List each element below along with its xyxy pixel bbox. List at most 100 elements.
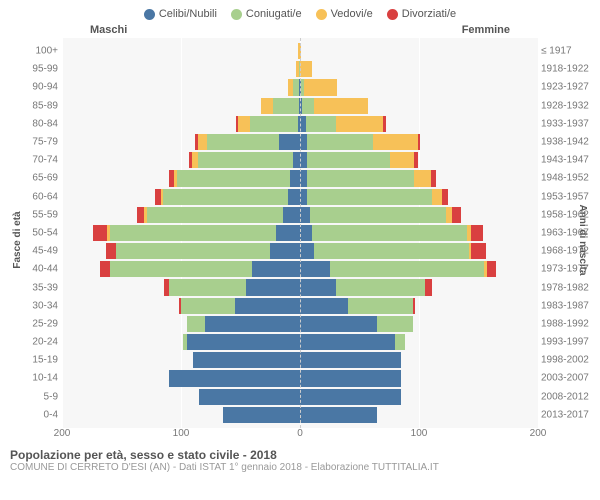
birth-year-label: 1948-1952 [541,173,593,184]
bar-segment [300,170,307,186]
bar-segment [300,189,307,205]
bar-segment [383,116,385,132]
female-bar [300,151,538,169]
bar-segment [187,316,205,332]
age-label: 35-39 [14,282,58,293]
bar-segment [302,98,314,114]
male-bar [62,78,300,96]
male-bar [62,188,300,206]
legend: Celibi/NubiliConiugati/eVedovi/eDivorzia… [10,8,590,20]
male-bar [62,115,300,133]
female-bar [300,169,538,187]
bar-segment [300,389,401,405]
bar-segment [300,370,401,386]
male-bar [62,169,300,187]
chart-subtitle: COMUNE DI CERRETO D'ESI (AN) - Dati ISTA… [10,462,580,473]
male-bar [62,406,300,424]
birth-year-label: 1933-1937 [541,118,593,129]
age-label: 55-59 [14,209,58,220]
female-bar [300,133,538,151]
male-bar [62,97,300,115]
female-bar [300,206,538,224]
bar-segment [169,370,300,386]
plot-area: 100+≤ 191795-991918-192290-941923-192785… [62,38,538,428]
male-bar [62,315,300,333]
bar-segment [300,352,401,368]
age-label: 30-34 [14,300,58,311]
male-bar [62,42,300,60]
female-bar [300,369,538,387]
bar-segment [199,389,300,405]
bar-segment [246,279,300,295]
bar-segment [288,189,300,205]
birth-year-label: 1938-1942 [541,137,593,148]
bar-segment [177,170,290,186]
bar-segment [395,334,405,350]
bar-segment [205,316,300,332]
female-bar [300,42,538,60]
header-female: Femmine [462,24,510,36]
bar-segment [307,170,414,186]
birth-year-label: 1983-1987 [541,300,593,311]
bar-segment [169,279,246,295]
bar-segment [273,98,299,114]
bar-segment [110,225,277,241]
male-bar [62,206,300,224]
male-bar [62,388,300,406]
birth-year-label: 2013-2017 [541,409,593,420]
x-axis-ticks: 2001000100200 [62,428,538,442]
age-label: 45-49 [14,246,58,257]
x-tick-label: 0 [297,428,303,439]
bar-segment [307,152,390,168]
bar-segment [442,189,448,205]
legend-label: Vedovi/e [331,8,373,20]
bar-segment [414,170,431,186]
age-label: 15-19 [14,355,58,366]
population-pyramid-chart: Celibi/NubiliConiugati/eVedovi/eDivorzia… [0,0,600,500]
x-tick-label: 100 [411,428,428,439]
age-label: 95-99 [14,64,58,75]
legend-item: Coniugati/e [231,8,302,20]
bar-segment [300,243,314,259]
center-line [300,38,301,428]
bar-segment [238,116,250,132]
birth-year-label: 1963-1967 [541,227,593,238]
male-bar [62,351,300,369]
birth-year-label: 1923-1927 [541,82,593,93]
bar-segment [283,207,300,223]
legend-swatch [231,9,242,20]
female-bar [300,406,538,424]
bar-segment [252,261,300,277]
female-bar [300,315,538,333]
bar-segment [235,298,300,314]
age-label: 90-94 [14,82,58,93]
bar-segment [300,61,312,77]
female-bar [300,297,538,315]
legend-item: Vedovi/e [316,8,373,20]
bar-segment [414,152,418,168]
bar-segment [181,298,235,314]
birth-year-label: 1993-1997 [541,337,593,348]
bar-segment [377,316,413,332]
age-label: 75-79 [14,137,58,148]
bar-segment [310,207,447,223]
birth-year-label: 2003-2007 [541,373,593,384]
gender-headers: Maschi Femmine [10,24,590,36]
bar-segment [336,116,384,132]
female-bar [300,60,538,78]
bar-segment [300,152,307,168]
age-label: 20-24 [14,337,58,348]
bar-segment [207,134,278,150]
female-bar [300,388,538,406]
female-bar [300,260,538,278]
female-bar [300,78,538,96]
bar-segment [270,243,300,259]
bar-segment [198,152,293,168]
male-bar [62,242,300,260]
birth-year-label: 1968-1972 [541,246,593,257]
birth-year-label: 1918-1922 [541,64,593,75]
footer: Popolazione per età, sesso e stato civil… [10,442,590,473]
birth-year-label: 2008-2012 [541,391,593,402]
male-bar [62,297,300,315]
header-male: Maschi [90,24,127,36]
